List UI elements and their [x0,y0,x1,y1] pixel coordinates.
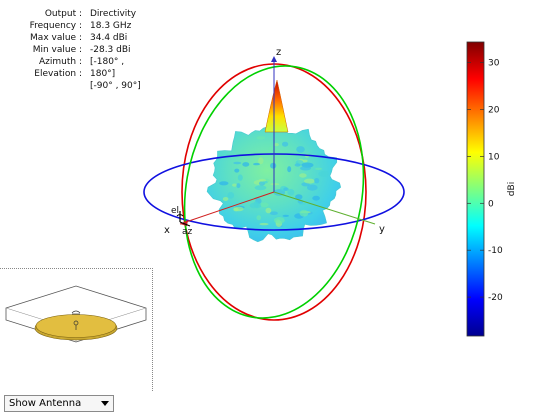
show-antenna-value: Show Antenna [9,398,82,409]
colorbar: 30 20 10 0 -10 -20 dBi [466,41,517,337]
lobe-texture-patch [259,222,269,226]
info-panel: Output : Directivity Frequency : 18.3 GHz Ma… [0,8,160,94]
azimuth-label: az [182,227,193,237]
lobe-texture-patch [270,162,277,169]
colorbar-tick-label: 0 [488,199,494,209]
antenna-preview [5,285,147,343]
lobe-texture-patch [273,217,285,224]
lobe-texture-patch [273,143,279,147]
lobe-texture-patch [232,183,238,187]
yz-plane-circle [183,65,365,319]
lobe-texture-patch [282,214,290,217]
lobe-texture-patch [258,178,267,182]
info-value-2: 34.4 dBi [90,33,128,43]
lobe-texture-patch [249,202,262,209]
lobe-texture-patch [294,163,301,167]
colorbar-tick-label: 30 [488,59,500,69]
colorbar-tick-label: -10 [488,246,503,256]
info-value-1: 18.3 GHz [90,21,132,31]
y-axis-label: y [379,224,385,235]
lobe-texture-patch [242,162,250,167]
lobe-texture-patch [312,195,320,201]
colorbar-tick-label: 10 [488,152,500,162]
info-label-1: Frequency : [29,21,82,31]
lobe-texture-patch [234,168,240,173]
lobe-texture-patch [236,183,241,189]
lobe-texture-patch [270,183,280,186]
lobe-texture-patch [253,162,260,166]
elevation-label: el [171,206,179,216]
lobe-texture-patch [314,178,320,184]
lobe-texture-patch [268,146,277,151]
lobe-texture-patch [233,207,239,212]
lobe-texture-patch [287,189,295,196]
lobe-texture-patch [282,141,289,147]
info-label-2: Max value : [30,33,82,43]
lobe-texture-patch [303,159,308,163]
info-value-6: [-90° , 90°] [90,81,141,91]
lobe-texture-patch [296,146,305,153]
colorbar-label: dBi [507,182,517,196]
lobe-texture-patch [299,209,309,217]
el-az-indicator [176,211,191,227]
lobe-texture-patch [287,166,292,173]
antenna-inset-frame [0,268,153,391]
colorbar-tick-label: 20 [488,106,500,116]
info-value-3: -28.3 dBi [90,45,131,55]
lobe-texture-patch [300,166,311,171]
lobe-texture-patch [254,185,267,191]
info-label-0: Output : [44,9,82,19]
lobe-texture-patch [256,215,262,221]
lobe-texture-patch [258,157,264,165]
lobe-texture-patch [318,171,330,177]
info-label-5: Elevation : [34,69,82,79]
info-value-4: [-180° , [90,57,125,67]
lobe-texture-patch [256,136,266,140]
lobe-texture-patch [260,202,269,208]
lobe-texture-patch [222,197,229,201]
coordinate-axes [179,56,376,226]
x-axis-label: x [164,225,170,236]
lobe-texture-patch [227,192,235,199]
lobe-texture-patch [237,174,243,181]
lobe-texture-patch [265,207,272,214]
info-label-4: Azimuth : [39,57,82,67]
chevron-down-icon [101,401,109,406]
lobe-texture-patch [219,181,229,186]
info-value-0: Directivity [90,9,137,19]
lobe-texture-patch [233,161,242,165]
lobe-texture-patch [307,184,318,191]
z-axis-label: z [276,47,281,58]
lobe-texture-patch [299,173,307,178]
lobe-texture-patch [269,211,278,215]
info-value-5: 180°] [90,69,116,79]
colorbar-tick-label: -20 [488,293,503,303]
main-beam-lobe [264,79,289,133]
show-antenna-dropdown[interactable]: Show Antenna [4,395,114,412]
lobe-texture-patch [314,167,323,170]
lobe-texture-patch [283,187,289,191]
lobe-texture-patch [295,194,303,200]
info-label-3: Min value : [32,45,82,55]
lobe-texture-patch [304,178,315,184]
